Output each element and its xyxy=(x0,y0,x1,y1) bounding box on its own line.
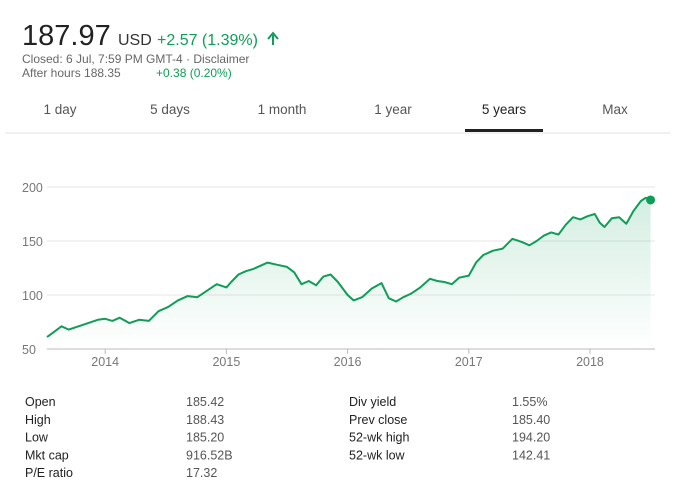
stat-value: 194.20 xyxy=(512,431,550,445)
x-tick-label: 2015 xyxy=(212,355,240,369)
stat-label: Open xyxy=(25,395,56,409)
x-tick-label: 2018 xyxy=(576,355,604,369)
stat-value: 188.43 xyxy=(186,413,224,427)
stat-value: 1.55% xyxy=(512,395,547,409)
tab[interactable]: 5 days xyxy=(150,102,190,117)
price-line xyxy=(46,196,652,338)
stat-value: 185.20 xyxy=(186,431,224,445)
change: +2.57 (1.39%) xyxy=(157,32,258,49)
stat-label: Prev close xyxy=(349,413,407,427)
chart: 50 100 150 200 2014 2015 2016 2017 2018 xyxy=(22,181,656,369)
x-tick-label: 2014 xyxy=(91,355,119,369)
up-arrow xyxy=(267,31,279,45)
tabs: 1 day 5 days 1 month 1 year 5 years Max xyxy=(43,102,628,132)
stat-label: 52-wk high xyxy=(349,431,409,445)
tab[interactable]: 1 day xyxy=(43,102,76,117)
stat-value: 185.42 xyxy=(186,395,224,409)
stat-label: Low xyxy=(25,431,49,445)
stat-value: 17.32 xyxy=(186,466,217,480)
stat-value: 185.40 xyxy=(512,413,550,427)
area-fill xyxy=(47,197,651,349)
y-tick-label: 100 xyxy=(22,289,43,303)
stat-label: P/E ratio xyxy=(25,466,73,480)
tab[interactable]: 5 years xyxy=(482,102,527,117)
stat-label: Div yield xyxy=(349,395,396,409)
stat-label: Mkt cap xyxy=(25,448,69,462)
after-hours: After hours 188.35 xyxy=(22,66,121,80)
price: 187.97 xyxy=(22,20,111,52)
y-tick-label: 50 xyxy=(22,343,36,357)
stat-value: 916.52B xyxy=(186,448,233,462)
after-hours-change: +0.38 (0.20%) xyxy=(156,66,232,80)
currency: USD xyxy=(118,32,152,49)
stat-label: High xyxy=(25,413,51,427)
x-tick-label: 2016 xyxy=(334,355,362,369)
last-point xyxy=(646,195,656,205)
stats: Open 185.42 High 188.43 Low 185.20 Mkt cap 916.… xyxy=(25,395,550,480)
y-tick-label: 200 xyxy=(22,181,43,195)
tab[interactable]: 1 month xyxy=(258,102,307,117)
stat-value: 142.41 xyxy=(512,448,550,462)
tab[interactable]: 1 year xyxy=(374,102,412,117)
x-tick-label: 2017 xyxy=(455,355,483,369)
y-tick-label: 150 xyxy=(22,235,43,249)
stat-label: 52-wk low xyxy=(349,448,406,462)
active-tab-underline xyxy=(465,129,543,132)
closed-info: Closed: 6 Jul, 7:59 PM GMT-4 · Disclaime… xyxy=(22,52,249,66)
tab[interactable]: Max xyxy=(602,102,628,117)
